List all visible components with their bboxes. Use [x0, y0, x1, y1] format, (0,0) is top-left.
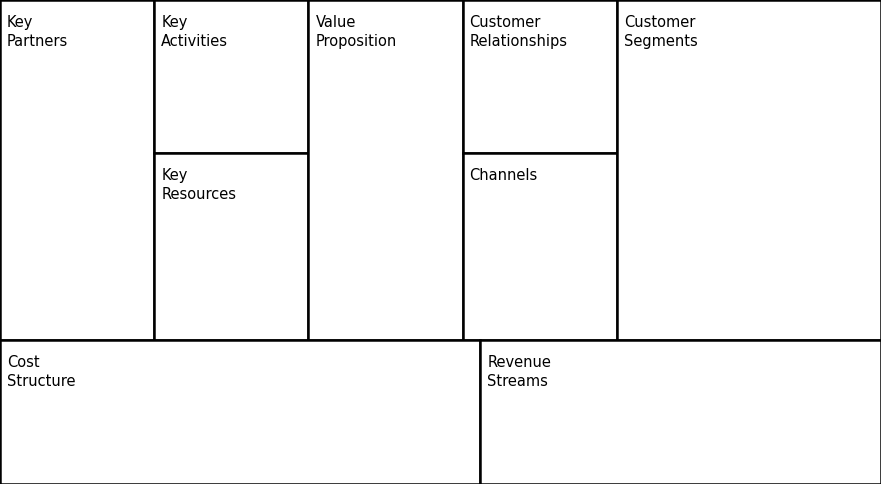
Bar: [154, 153, 308, 340]
Text: Key
Partners: Key Partners: [7, 15, 69, 49]
Text: Customer
Relationships: Customer Relationships: [470, 15, 567, 49]
Text: Key
Activities: Key Activities: [161, 15, 228, 49]
Bar: [463, 0, 617, 153]
Bar: [480, 340, 881, 484]
Bar: [0, 0, 154, 340]
Bar: [154, 0, 308, 153]
Text: Key
Resources: Key Resources: [161, 167, 236, 202]
Bar: [0, 340, 480, 484]
Bar: [463, 153, 617, 340]
Bar: [308, 0, 463, 340]
Text: Channels: Channels: [470, 167, 537, 182]
Text: Customer
Segments: Customer Segments: [624, 15, 698, 49]
Bar: [617, 0, 881, 340]
Text: Value
Proposition: Value Proposition: [315, 15, 396, 49]
Text: Cost
Structure: Cost Structure: [7, 355, 76, 389]
Text: Revenue
Streams: Revenue Streams: [487, 355, 552, 389]
